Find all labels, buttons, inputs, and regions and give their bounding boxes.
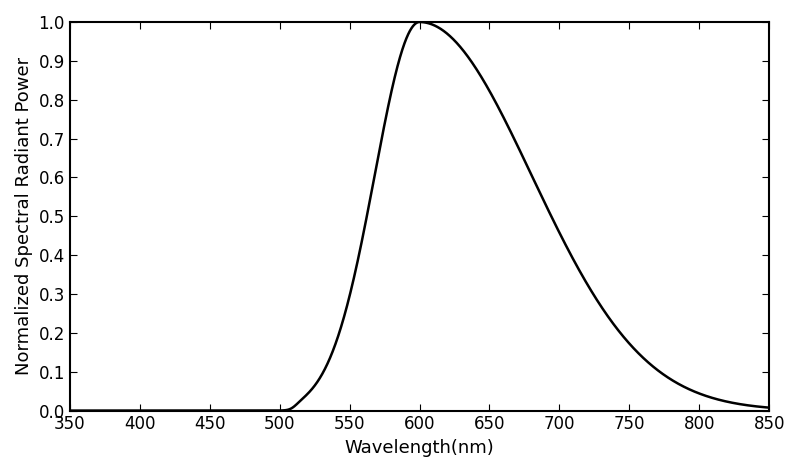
X-axis label: Wavelength(nm): Wavelength(nm) <box>345 439 494 457</box>
Y-axis label: Normalized Spectral Radiant Power: Normalized Spectral Radiant Power <box>15 57 33 375</box>
